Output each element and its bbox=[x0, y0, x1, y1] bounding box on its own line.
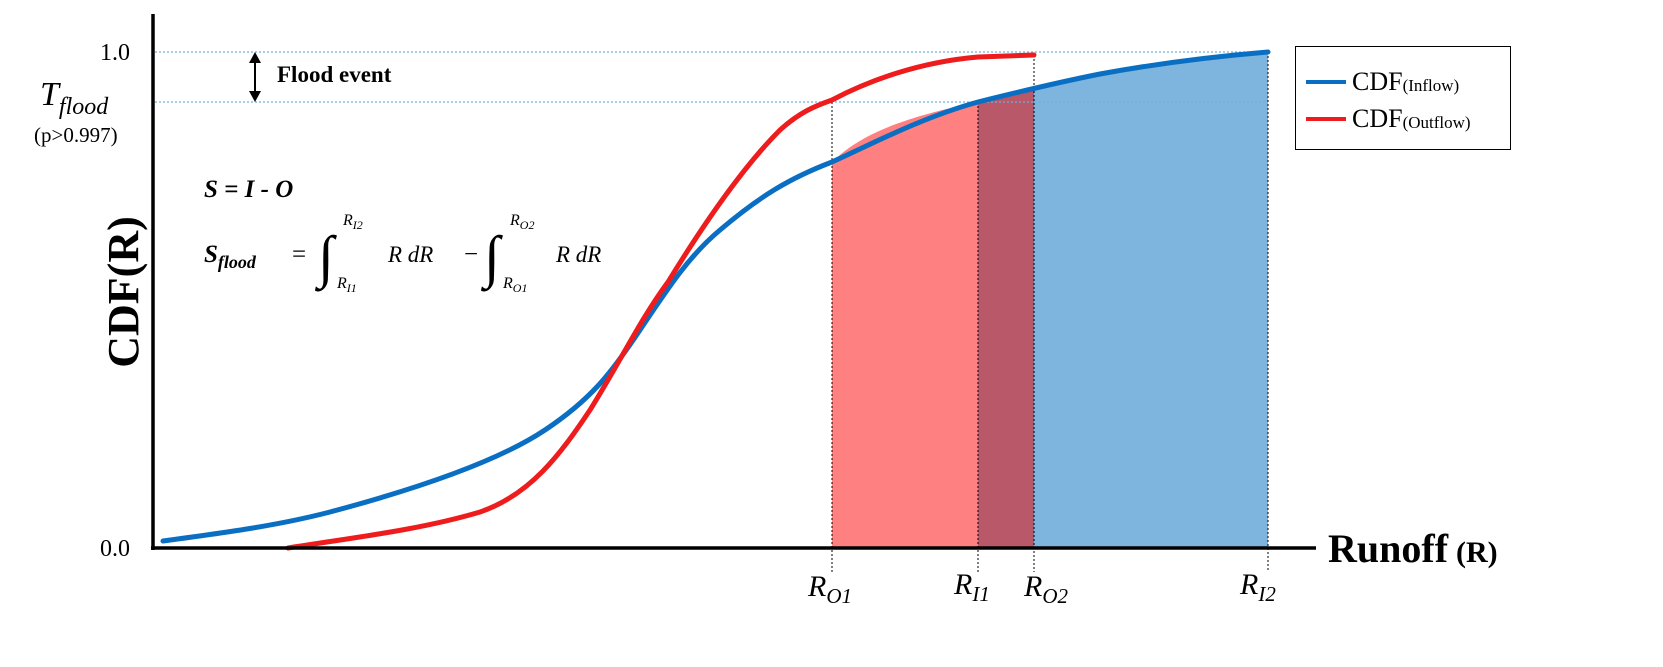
equation-sflood: Sflood = ∫ RI2 RI1 R dR − ∫ RO2 RO1 R dR bbox=[204, 212, 601, 295]
int1-upper-letter: R bbox=[342, 212, 353, 229]
x-marker-ro2-letter: R bbox=[1023, 570, 1042, 603]
int1-lower-sub: I1 bbox=[346, 281, 357, 295]
y-tick-1: 1.0 bbox=[100, 40, 130, 66]
int2-body: R dR bbox=[555, 242, 601, 267]
y-tick-0: 0.0 bbox=[100, 536, 130, 562]
flood-event-arrow-up bbox=[249, 52, 261, 63]
x-marker-ri2: RI2 bbox=[1239, 568, 1276, 606]
t-flood-prob: (p>0.997) bbox=[34, 123, 118, 147]
legend-swatch-outflow bbox=[1306, 117, 1346, 121]
int1-lower: RI1 bbox=[336, 275, 357, 295]
outflow-cdf-curve bbox=[285, 52, 1037, 551]
legend-swatch-inflow bbox=[1306, 80, 1346, 84]
int1-body: R dR bbox=[387, 242, 433, 267]
legend-item-inflow: CDF (Inflow) bbox=[1296, 67, 1459, 97]
x-marker-ro1-sub: O1 bbox=[826, 584, 852, 608]
integral-sign-2: ∫ bbox=[480, 224, 503, 292]
int1-upper-sub: I2 bbox=[352, 218, 363, 232]
legend-item-outflow: CDF (Outflow) bbox=[1296, 104, 1471, 134]
t-flood-letter: T bbox=[40, 76, 61, 113]
flood-event-label: Flood event bbox=[277, 62, 392, 87]
equation-storage: S = I - O bbox=[204, 176, 293, 203]
eq-s-flood: Sflood bbox=[204, 241, 257, 272]
legend-sub-inflow: (Inflow) bbox=[1402, 76, 1460, 95]
integral-sign-1: ∫ bbox=[314, 224, 337, 292]
x-axis-title: Runoff (R) bbox=[1328, 526, 1498, 571]
overlap-shaded-region bbox=[978, 89, 1034, 548]
eq-s-sub: flood bbox=[218, 252, 257, 272]
int1-lower-letter: R bbox=[336, 275, 347, 292]
x-axis-title-unit: (R) bbox=[1456, 536, 1498, 569]
int1-upper: RI2 bbox=[342, 212, 363, 232]
int2-upper: RO2 bbox=[509, 212, 534, 232]
legend-label-outflow: CDF bbox=[1352, 104, 1403, 133]
int2-upper-sub: O2 bbox=[520, 218, 535, 232]
inflow-shaded-region bbox=[1034, 52, 1268, 548]
outflow-shaded-region bbox=[832, 102, 978, 548]
x-marker-ri1-sub: I1 bbox=[971, 582, 990, 606]
int2-upper-letter: R bbox=[509, 212, 520, 229]
t-flood-label: Tflood bbox=[40, 76, 109, 120]
x-marker-ro2: RO2 bbox=[1023, 570, 1068, 608]
x-marker-ri1-letter: R bbox=[953, 568, 972, 601]
eq-s-letter: S bbox=[204, 241, 218, 268]
legend-label-inflow: CDF bbox=[1352, 67, 1403, 96]
eq-equals: = bbox=[292, 241, 306, 268]
t-flood-sub: flood bbox=[59, 94, 109, 120]
y-axis-title: CDF(R) bbox=[99, 216, 148, 368]
x-marker-ro1-letter: R bbox=[807, 570, 826, 603]
int2-lower: RO1 bbox=[502, 275, 527, 295]
eq-minus: − bbox=[464, 241, 478, 268]
x-marker-ri2-sub: I2 bbox=[1257, 582, 1276, 606]
x-marker-ro2-sub: O2 bbox=[1042, 584, 1068, 608]
x-marker-ro1: RO1 bbox=[807, 570, 852, 608]
flood-event-arrow-down bbox=[249, 91, 261, 102]
int2-lower-sub: O1 bbox=[513, 281, 528, 295]
x-marker-ri1: RI1 bbox=[953, 568, 990, 606]
x-marker-ri2-letter: R bbox=[1239, 568, 1258, 601]
x-axis-title-main: Runoff bbox=[1328, 526, 1449, 571]
int2-lower-letter: R bbox=[502, 275, 513, 292]
inflow-cdf-curve bbox=[160, 49, 1271, 544]
legend-sub-outflow: (Outflow) bbox=[1402, 113, 1471, 132]
legend: CDF (Inflow) CDF (Outflow) bbox=[1295, 46, 1511, 150]
